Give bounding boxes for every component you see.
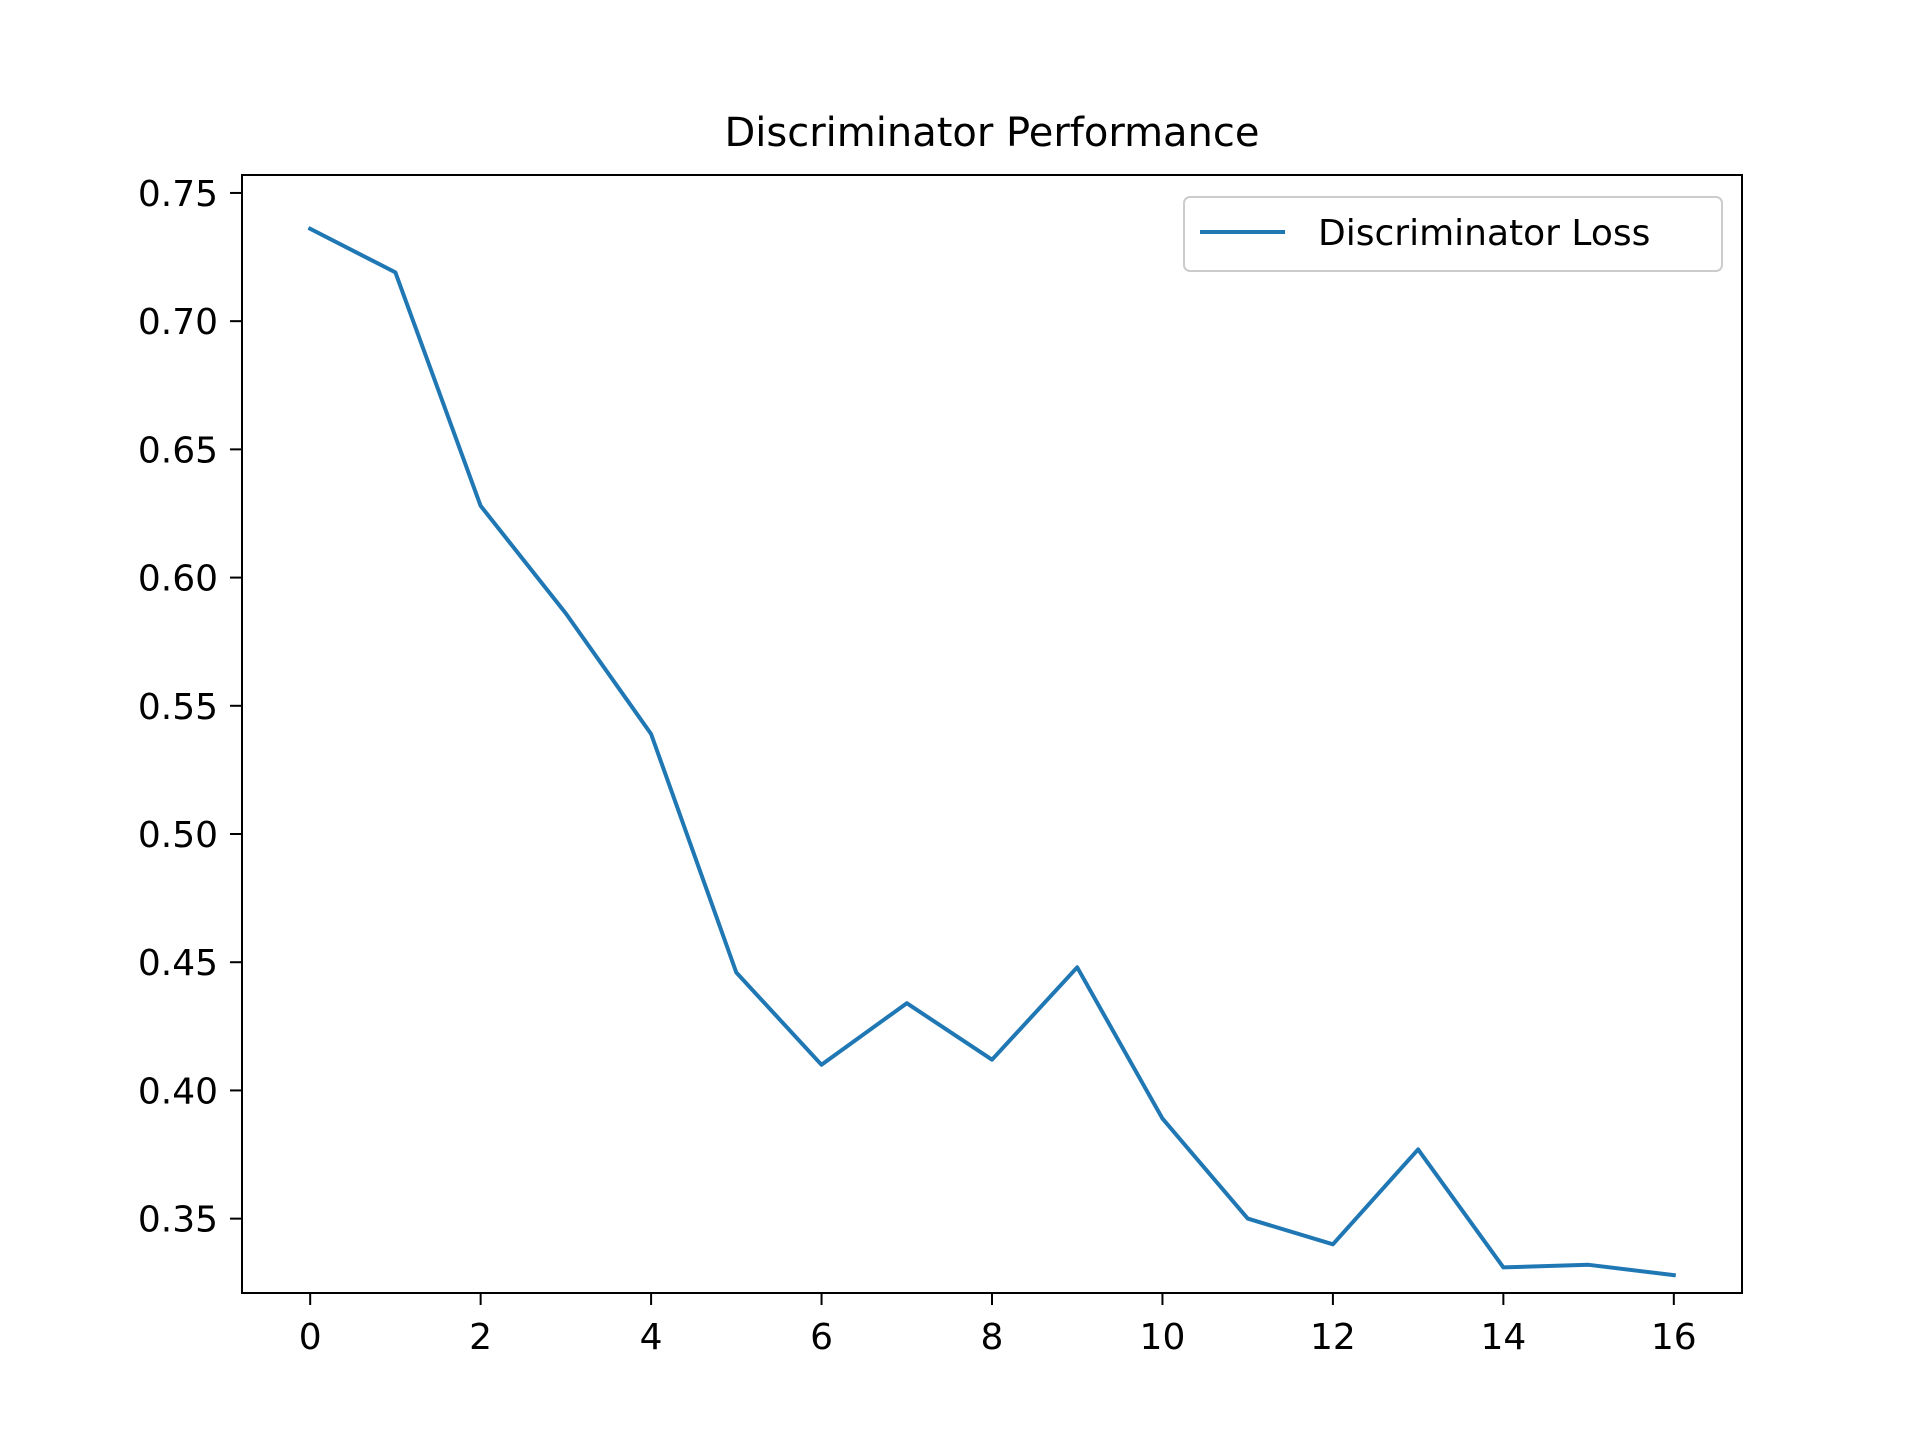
y-tick-label: 0.70	[138, 302, 218, 343]
x-tick-label: 12	[1310, 1317, 1356, 1358]
legend: Discriminator Loss	[1183, 196, 1723, 272]
x-tick-label: 0	[299, 1317, 322, 1358]
plot-area	[307, 226, 1677, 1278]
x-tick-label: 10	[1140, 1317, 1186, 1358]
x-tick-label: 16	[1651, 1317, 1697, 1358]
chart-title: Discriminator Performance	[724, 110, 1259, 156]
legend-box	[1183, 196, 1723, 272]
y-tick-label: 0.50	[138, 815, 218, 856]
y-tick-label: 0.55	[138, 687, 218, 728]
x-tick-label: 8	[981, 1317, 1004, 1358]
x-tick-label: 6	[810, 1317, 833, 1358]
y-tick-label: 0.75	[138, 174, 218, 215]
y-tick-label: 0.60	[138, 559, 218, 600]
x-tick-label: 2	[469, 1317, 492, 1358]
x-tick-label: 4	[640, 1317, 663, 1358]
legend-label-discriminator-loss: Discriminator Loss	[1318, 213, 1650, 254]
y-tick-label: 0.40	[138, 1071, 218, 1112]
series-line-discriminator-loss	[307, 226, 1677, 1278]
x-axis: 0 2 4 6 8 10 12 14 16	[299, 1293, 1697, 1358]
axes-frame	[241, 174, 1743, 1294]
y-tick-label: 0.45	[138, 943, 218, 984]
x-tick-label: 14	[1480, 1317, 1526, 1358]
y-tick-label: 0.65	[138, 430, 218, 471]
y-tick-label: 0.35	[138, 1200, 218, 1241]
y-axis: 0.35 0.40 0.45 0.50 0.55 0.60 0.65 0.70 0.75	[138, 174, 242, 1241]
